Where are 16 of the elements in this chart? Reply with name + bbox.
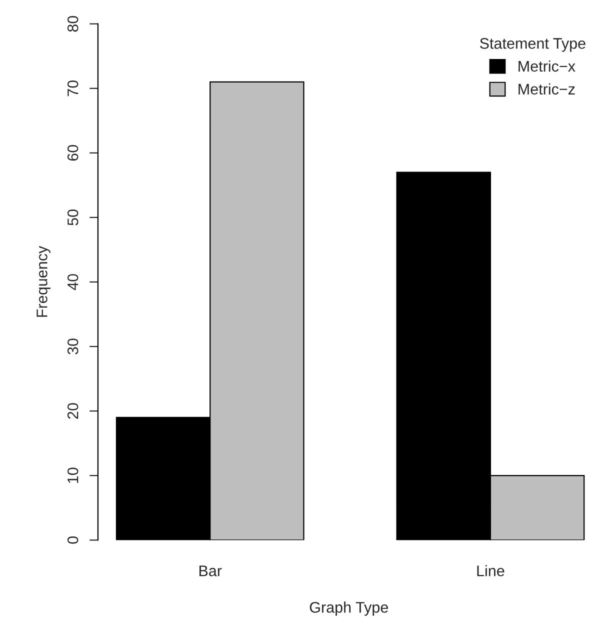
y-tick-label: 40 bbox=[67, 274, 78, 290]
x-tick-label: Bar bbox=[199, 566, 222, 576]
y-tick-label: 70 bbox=[67, 80, 78, 96]
y-tick-label: 30 bbox=[67, 338, 78, 354]
legend-label: Metric−z bbox=[518, 83, 575, 95]
y-tick-label: 10 bbox=[67, 468, 78, 483]
y-tick-label: 20 bbox=[67, 403, 78, 419]
y-axis-title: Frequency bbox=[36, 246, 50, 317]
x-axis-title: Graph Type bbox=[310, 602, 388, 616]
y-tick-label: 0 bbox=[67, 536, 78, 544]
y-tick-label: 80 bbox=[67, 16, 78, 32]
y-tick-label: 60 bbox=[67, 145, 78, 161]
legend-label: Metric−x bbox=[518, 60, 576, 72]
legend-title: Statement Type bbox=[480, 38, 586, 52]
x-tick-label: Line bbox=[477, 565, 504, 576]
y-tick-label: 50 bbox=[67, 210, 78, 226]
